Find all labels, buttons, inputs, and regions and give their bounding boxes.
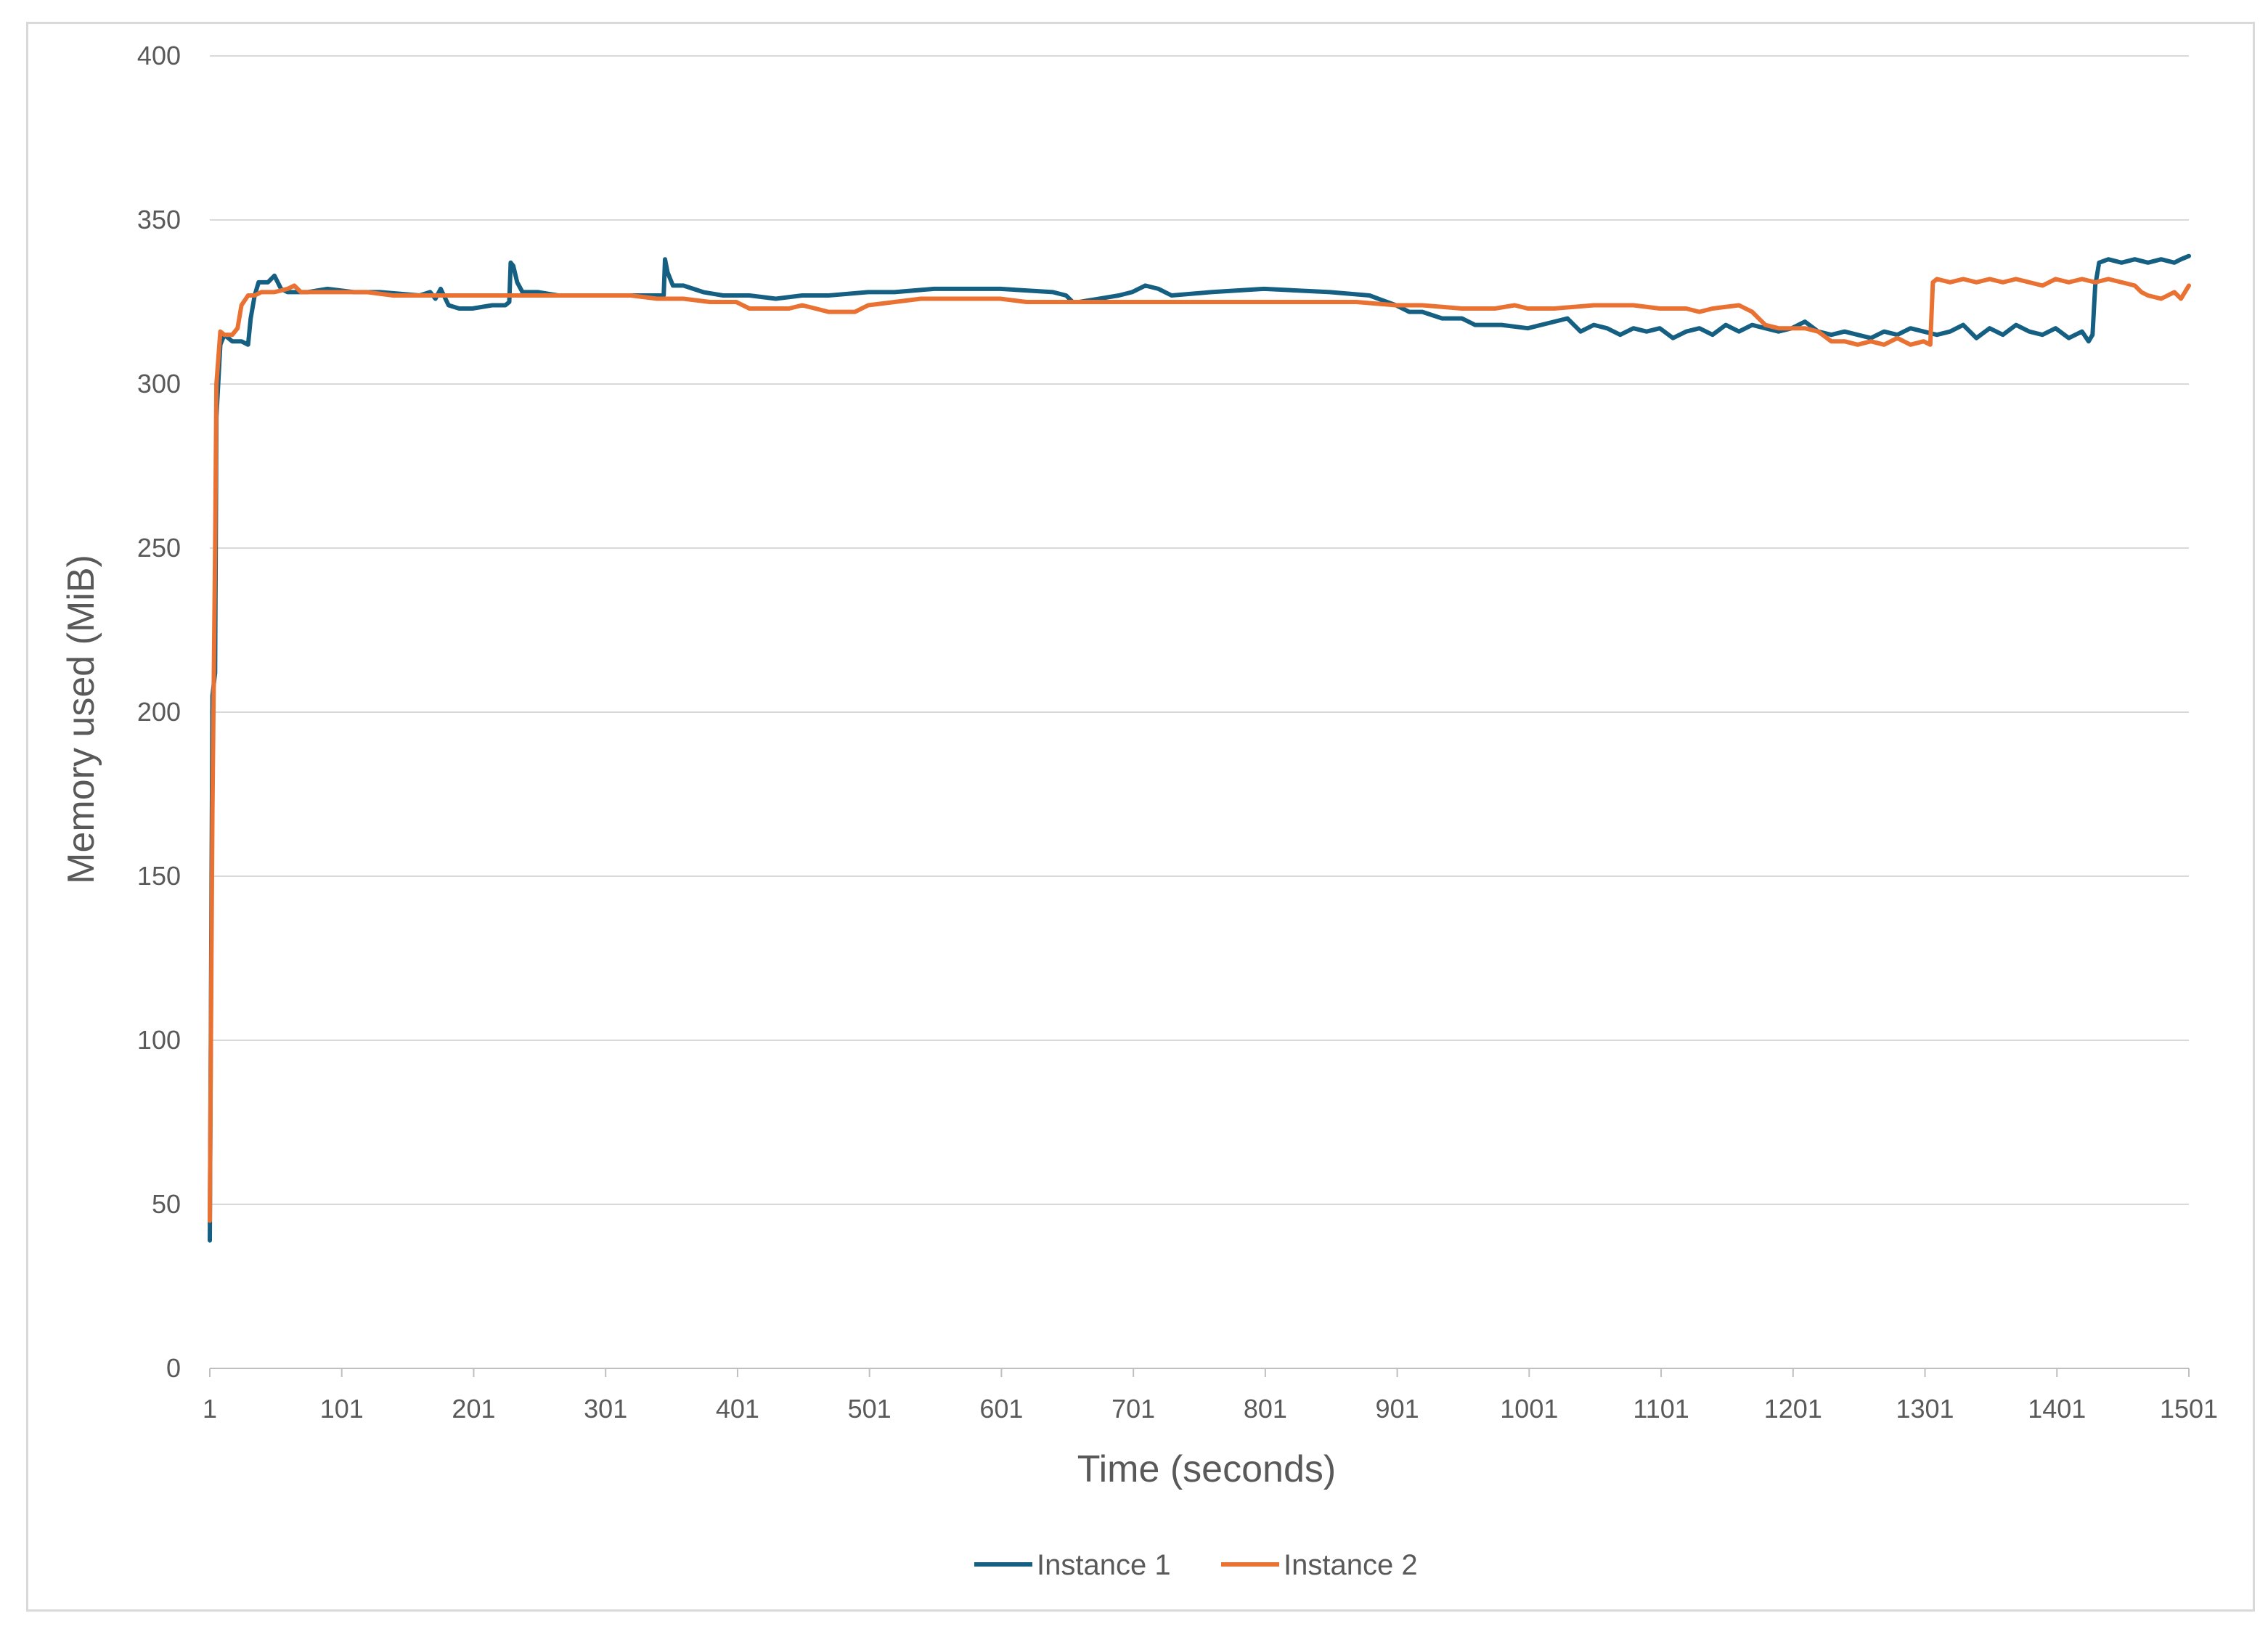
x-tick-label: 1501 [2160, 1394, 2218, 1424]
series-line-instance-1 [208, 253, 2191, 1243]
grid-lines [210, 55, 2189, 1205]
x-tick-label: 301 [584, 1394, 627, 1424]
y-tick-label: 250 [137, 533, 181, 563]
legend-item-instance-1: Instance 1 [974, 1549, 1171, 1581]
y-axis-tick-labels: 0 50 100 150 200 250 300 350 400 [137, 41, 181, 1383]
x-tick-label: 601 [979, 1394, 1023, 1424]
x-tick-label: 1101 [1633, 1394, 1689, 1424]
x-tick-label: 801 [1244, 1394, 1287, 1424]
y-tick-label: 200 [137, 697, 181, 727]
x-tick-label: 501 [848, 1394, 892, 1424]
legend-label: Instance 2 [1284, 1549, 1418, 1581]
series-line-instance-2 [208, 277, 2191, 1223]
y-tick-label: 350 [137, 205, 181, 234]
x-axis-title: Time (seconds) [1077, 1448, 1336, 1490]
x-tick-label: 1 [203, 1394, 217, 1424]
y-tick-label: 100 [137, 1025, 181, 1055]
y-tick-label: 50 [152, 1189, 181, 1219]
x-tick-label: 901 [1376, 1394, 1419, 1424]
data-series [208, 253, 2191, 1243]
x-tick-label: 401 [716, 1394, 759, 1424]
x-tick-label: 701 [1111, 1394, 1155, 1424]
legend: Instance 1 Instance 2 [974, 1549, 1418, 1581]
legend-label: Instance 1 [1037, 1549, 1171, 1581]
y-tick-label: 0 [166, 1353, 181, 1383]
y-tick-label: 300 [137, 369, 181, 399]
x-tick-label: 201 [452, 1394, 495, 1424]
y-tick-label: 150 [137, 861, 181, 891]
chart-frame: 0 50 100 150 200 250 300 350 400 1 101 201 301 401 50… [26, 22, 2255, 1612]
x-tick-label: 1401 [2028, 1394, 2086, 1424]
y-axis-title: Memory used (MiB) [60, 555, 102, 884]
x-tick-label: 1001 [1500, 1394, 1558, 1424]
legend-item-instance-2: Instance 2 [1221, 1549, 1418, 1581]
x-axis-tick-labels: 1 101 201 301 401 501 601 701 801 901 1001 1101 1201… [203, 1368, 2218, 1424]
y-tick-label: 400 [137, 41, 181, 70]
x-tick-label: 101 [320, 1394, 364, 1424]
x-tick-label: 1301 [1896, 1394, 1954, 1424]
x-tick-label: 1201 [1764, 1394, 1822, 1424]
